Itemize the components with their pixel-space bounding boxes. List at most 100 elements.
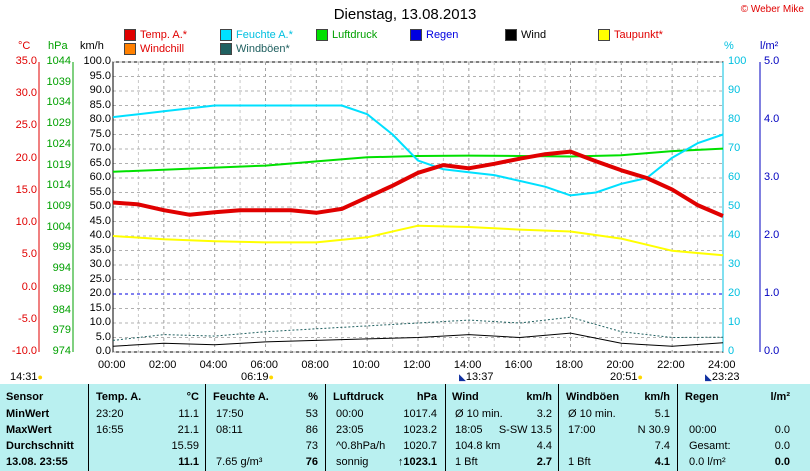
marker-time: 14:31 (10, 371, 38, 383)
stats-header: Luftdruck (333, 391, 384, 403)
stats-header: Feuchte A. (213, 391, 269, 403)
stats-header: °C (186, 391, 199, 403)
legend-swatch (220, 29, 232, 41)
legend-item: Windböen* (220, 43, 290, 55)
wind-tick-label: 70.0 (89, 142, 111, 154)
chart-title: Dienstag, 13.08.2013 (333, 6, 477, 23)
wind-tick-label: 15.0 (89, 301, 111, 314)
wind-tick-label: 25.0 (89, 272, 111, 285)
stats-press: ↑1023.1 (397, 456, 437, 468)
x-tick-label: 08:00 (301, 359, 329, 371)
stats-header: km/h (526, 391, 552, 403)
stats-hum: 76 (305, 456, 318, 468)
stats-divider (445, 384, 446, 471)
temp-tick-label: -5.0 (18, 312, 37, 325)
stats-wind-desc: 18:05 (455, 424, 483, 436)
stats-press: 1017.4 (403, 408, 437, 420)
wind-tick-label: 35.0 (89, 243, 111, 256)
legend-item: Temp. A.* (124, 29, 187, 41)
stats-row-label: MinWert (6, 408, 50, 420)
pressure-unit-label: hPa (48, 40, 68, 52)
temp-tick-label: 25.0 (15, 119, 37, 132)
sun-icon: ● (637, 372, 643, 382)
stats-rain: 0.0 (774, 440, 790, 452)
temp-tick-label: 0.0 (21, 280, 37, 293)
legend-label: Temp. A.* (140, 29, 188, 41)
rain-tick-label: 5.0 (764, 55, 780, 67)
x-tick-label: 04:00 (199, 359, 228, 371)
x-tick-label: 20:00 (606, 359, 634, 371)
legend-item: Taupunkt* (598, 29, 663, 41)
stats-hum: 73 (305, 440, 318, 452)
stats-press-time: ^0.8hPa/h (336, 440, 386, 452)
pressure-tick-label: 1024 (46, 137, 71, 150)
sun-icon: ● (37, 372, 43, 382)
pressure-tick-label: 984 (52, 303, 71, 316)
stats-gust-desc: Ø 10 min. (568, 408, 616, 420)
humidity-tick-label: 50 (728, 200, 741, 212)
series-line (112, 149, 724, 218)
series-line (112, 316, 724, 341)
pressure-tick-label: 979 (52, 324, 71, 337)
wind-tick-label: 10.0 (89, 316, 111, 328)
stats-temp: 15.59 (171, 440, 199, 452)
stats-temp-time: 23:20 (96, 408, 124, 420)
stats-hum-time: 17:50 (216, 408, 244, 420)
stats-header: km/h (644, 391, 670, 403)
stats-temp: 11.1 (178, 408, 199, 420)
stats-press: 1020.7 (403, 440, 437, 452)
wind-tick-label: 100.0 (83, 55, 111, 67)
wind-tick-label: 45.0 (89, 214, 111, 227)
marker-sunrise: 06:19● (241, 371, 274, 383)
stats-press-time: 00:00 (336, 408, 364, 420)
stats-hum: 53 (305, 408, 318, 420)
legend-swatch (316, 29, 328, 41)
marker-moon: ◣13:37 (459, 371, 493, 383)
series-line (112, 147, 724, 173)
stats-temp-time: 16:55 (96, 424, 124, 436)
stats-wind: 3.2 (536, 408, 552, 420)
wind-tick-label: 40.0 (89, 229, 111, 241)
stats-divider (558, 384, 559, 471)
pressure-tick-label: 974 (52, 345, 71, 357)
credit-link[interactable]: © Weber Mike (740, 4, 804, 15)
legend-item: Wind (505, 29, 546, 41)
stats-wind: 4.4 (536, 440, 552, 452)
x-tick-label: 10:00 (352, 359, 380, 371)
legend-item: Windchill (124, 43, 184, 55)
stats-press-time: 23:05 (336, 424, 364, 436)
humidity-tick-label: 30 (728, 258, 741, 270)
legend-label: Regen (426, 29, 459, 41)
marker-time: 13:37 (465, 371, 494, 383)
stats-row-label: Durchschnitt (6, 440, 74, 452)
x-tick-label: 22:00 (657, 359, 685, 371)
rain-tick-label: 2.0 (764, 229, 780, 241)
legend-swatch (505, 29, 517, 41)
moon-icon: ◣ (459, 372, 466, 382)
x-tick-label: 24:00 (708, 359, 736, 371)
legend-swatch (220, 43, 232, 55)
legend-label: Luftdruck (332, 29, 378, 41)
x-tick-label: 06:00 (250, 359, 279, 371)
temp-tick-label: -10.0 (11, 345, 37, 357)
marker-time: 06:19 (241, 371, 269, 383)
humidity-tick-label: 20 (728, 287, 741, 299)
humidity-tick-label: 40 (728, 229, 741, 241)
stats-temp: 11.1 (178, 456, 199, 468)
stats-divider (88, 384, 89, 471)
rain-tick-label: 1.0 (764, 287, 780, 299)
x-tick-label: 14:00 (453, 359, 482, 371)
wind-tick-label: 60.0 (89, 171, 111, 183)
pressure-tick-label: 1019 (46, 158, 71, 171)
temp-tick-label: 10.0 (15, 216, 37, 229)
wind-tick-label: 85.0 (89, 98, 111, 111)
pressure-tick-label: 1034 (46, 96, 71, 109)
wind-tick-label: 95.0 (89, 69, 111, 82)
temp-tick-label: 15.0 (15, 183, 37, 196)
sun-icon: ● (268, 372, 274, 382)
marker-sunset: 20:51● (610, 371, 643, 383)
legend-label: Wind (521, 29, 547, 41)
wind-tick-label: 20.0 (89, 287, 111, 299)
legend-item: Regen (410, 29, 458, 41)
x-tick-label: 12:00 (403, 359, 431, 371)
